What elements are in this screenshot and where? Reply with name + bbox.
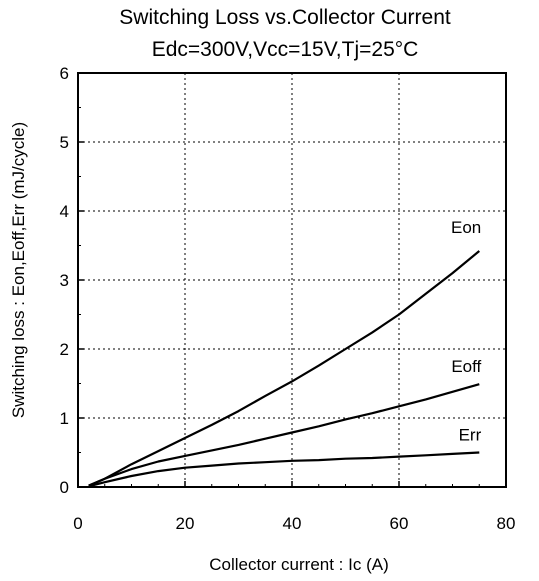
ticks: 0 20 40 60 80 0 1 2 3 4 5 6: [60, 64, 516, 533]
y-tick-label: 1: [60, 409, 69, 428]
x-tick-label: 40: [283, 514, 302, 533]
series-label-eoff: Eoff: [451, 357, 481, 376]
x-tick-label: 60: [390, 514, 409, 533]
series-line-eon: [88, 250, 480, 487]
chart-subtitle: Edc=300V,Vcc=15V,Tj=25°C: [152, 38, 419, 61]
y-tick-label: 0: [60, 478, 69, 497]
series-lines: [88, 250, 480, 488]
y-tick-label: 5: [60, 133, 69, 152]
grid: [78, 73, 506, 487]
y-tick-label: 2: [60, 340, 69, 359]
y-tick-label: 3: [60, 271, 69, 290]
series-labels: Eon Eoff Err: [451, 218, 482, 444]
y-tick-label: 6: [60, 64, 69, 83]
y-axis-label: Switching loss : Eon,Eoff,Err (mJ/cycle): [9, 122, 28, 418]
series-label-err: Err: [459, 426, 482, 445]
series-label-eon: Eon: [451, 218, 481, 237]
x-tick-label: 80: [497, 514, 516, 533]
plot-frame: [77, 72, 507, 488]
series-line-err: [88, 451, 480, 488]
y-tick-label: 4: [60, 202, 69, 221]
x-axis-label: Collector current : Ic (A): [209, 555, 389, 574]
x-tick-label: 0: [73, 514, 82, 533]
chart-title: Switching Loss vs.Collector Current: [119, 6, 451, 29]
series-line-eoff: [88, 383, 480, 487]
x-tick-label: 20: [176, 514, 195, 533]
